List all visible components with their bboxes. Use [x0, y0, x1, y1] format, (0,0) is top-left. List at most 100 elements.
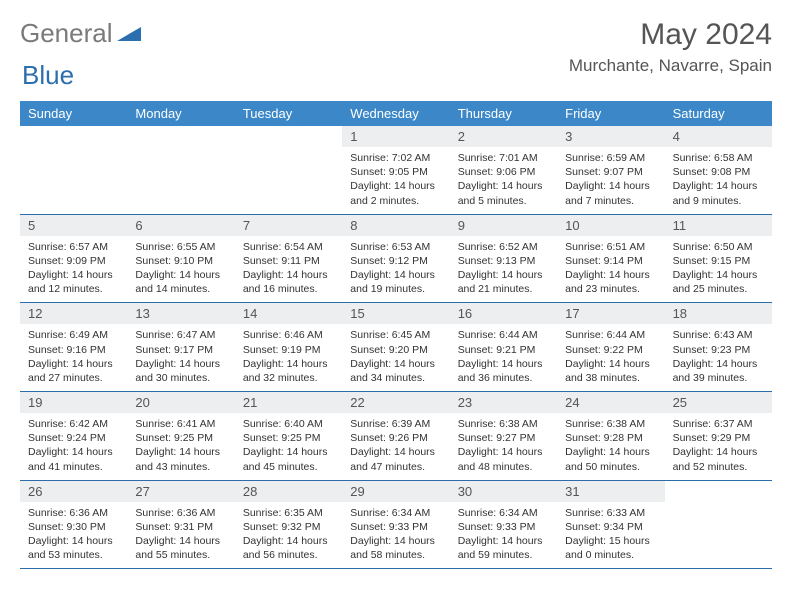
day-number: 20 [127, 392, 234, 413]
calendar-cell: 20Sunrise: 6:41 AMSunset: 9:25 PMDayligh… [127, 392, 234, 481]
day-details: Sunrise: 6:40 AMSunset: 9:25 PMDaylight:… [235, 413, 342, 480]
day-number: 18 [665, 303, 772, 324]
day-number: 16 [450, 303, 557, 324]
logo-triangle-icon [117, 25, 143, 43]
calendar-cell: 17Sunrise: 6:44 AMSunset: 9:22 PMDayligh… [557, 303, 664, 392]
day-details: Sunrise: 6:37 AMSunset: 9:29 PMDaylight:… [665, 413, 772, 480]
day-number: 21 [235, 392, 342, 413]
calendar-cell: 7Sunrise: 6:54 AMSunset: 9:11 PMDaylight… [235, 215, 342, 304]
day-number: 8 [342, 215, 449, 236]
day-number: 23 [450, 392, 557, 413]
day-number: 17 [557, 303, 664, 324]
day-details: Sunrise: 6:39 AMSunset: 9:26 PMDaylight:… [342, 413, 449, 480]
logo-text-blue: Blue [22, 60, 774, 91]
calendar-cell: 27Sunrise: 6:36 AMSunset: 9:31 PMDayligh… [127, 481, 234, 570]
logo-text-general: General [20, 18, 113, 49]
calendar-cell: 3Sunrise: 6:59 AMSunset: 9:07 PMDaylight… [557, 126, 664, 215]
weekday-header: Saturday [665, 101, 772, 126]
calendar-cell-empty [235, 126, 342, 215]
day-details: Sunrise: 6:36 AMSunset: 9:31 PMDaylight:… [127, 502, 234, 569]
calendar-cell: 13Sunrise: 6:47 AMSunset: 9:17 PMDayligh… [127, 303, 234, 392]
weekday-header: Monday [127, 101, 234, 126]
day-number: 10 [557, 215, 664, 236]
day-details: Sunrise: 6:45 AMSunset: 9:20 PMDaylight:… [342, 324, 449, 391]
day-number: 11 [665, 215, 772, 236]
day-details: Sunrise: 6:38 AMSunset: 9:27 PMDaylight:… [450, 413, 557, 480]
day-details: Sunrise: 6:54 AMSunset: 9:11 PMDaylight:… [235, 236, 342, 303]
weekday-header: Thursday [450, 101, 557, 126]
day-details: Sunrise: 7:01 AMSunset: 9:06 PMDaylight:… [450, 147, 557, 214]
day-details: Sunrise: 6:50 AMSunset: 9:15 PMDaylight:… [665, 236, 772, 303]
day-details: Sunrise: 6:58 AMSunset: 9:08 PMDaylight:… [665, 147, 772, 214]
calendar-cell: 4Sunrise: 6:58 AMSunset: 9:08 PMDaylight… [665, 126, 772, 215]
day-details: Sunrise: 6:38 AMSunset: 9:28 PMDaylight:… [557, 413, 664, 480]
calendar-cell: 21Sunrise: 6:40 AMSunset: 9:25 PMDayligh… [235, 392, 342, 481]
day-number: 31 [557, 481, 664, 502]
calendar-cell: 28Sunrise: 6:35 AMSunset: 9:32 PMDayligh… [235, 481, 342, 570]
weekday-header: Sunday [20, 101, 127, 126]
calendar-cell: 14Sunrise: 6:46 AMSunset: 9:19 PMDayligh… [235, 303, 342, 392]
calendar-cell: 1Sunrise: 7:02 AMSunset: 9:05 PMDaylight… [342, 126, 449, 215]
day-number: 22 [342, 392, 449, 413]
calendar-cell: 25Sunrise: 6:37 AMSunset: 9:29 PMDayligh… [665, 392, 772, 481]
calendar-cell: 16Sunrise: 6:44 AMSunset: 9:21 PMDayligh… [450, 303, 557, 392]
day-details: Sunrise: 6:55 AMSunset: 9:10 PMDaylight:… [127, 236, 234, 303]
calendar-cell: 2Sunrise: 7:01 AMSunset: 9:06 PMDaylight… [450, 126, 557, 215]
calendar-cell: 8Sunrise: 6:53 AMSunset: 9:12 PMDaylight… [342, 215, 449, 304]
day-number: 6 [127, 215, 234, 236]
day-details: Sunrise: 6:49 AMSunset: 9:16 PMDaylight:… [20, 324, 127, 391]
day-number: 26 [20, 481, 127, 502]
day-details: Sunrise: 6:52 AMSunset: 9:13 PMDaylight:… [450, 236, 557, 303]
day-details: Sunrise: 6:44 AMSunset: 9:22 PMDaylight:… [557, 324, 664, 391]
calendar-cell: 18Sunrise: 6:43 AMSunset: 9:23 PMDayligh… [665, 303, 772, 392]
calendar-cell-empty [665, 481, 772, 570]
day-number: 3 [557, 126, 664, 147]
day-number: 12 [20, 303, 127, 324]
calendar-cell-empty [20, 126, 127, 215]
day-details: Sunrise: 6:44 AMSunset: 9:21 PMDaylight:… [450, 324, 557, 391]
day-number: 9 [450, 215, 557, 236]
calendar-cell: 11Sunrise: 6:50 AMSunset: 9:15 PMDayligh… [665, 215, 772, 304]
day-number: 5 [20, 215, 127, 236]
calendar-cell: 23Sunrise: 6:38 AMSunset: 9:27 PMDayligh… [450, 392, 557, 481]
calendar-header-row: SundayMondayTuesdayWednesdayThursdayFrid… [20, 101, 772, 126]
day-number: 28 [235, 481, 342, 502]
day-number: 2 [450, 126, 557, 147]
day-details: Sunrise: 6:57 AMSunset: 9:09 PMDaylight:… [20, 236, 127, 303]
day-number: 29 [342, 481, 449, 502]
day-details: Sunrise: 6:53 AMSunset: 9:12 PMDaylight:… [342, 236, 449, 303]
day-number: 15 [342, 303, 449, 324]
day-number: 4 [665, 126, 772, 147]
day-details: Sunrise: 6:34 AMSunset: 9:33 PMDaylight:… [450, 502, 557, 569]
day-details: Sunrise: 6:59 AMSunset: 9:07 PMDaylight:… [557, 147, 664, 214]
calendar-cell: 12Sunrise: 6:49 AMSunset: 9:16 PMDayligh… [20, 303, 127, 392]
weekday-header: Friday [557, 101, 664, 126]
day-details: Sunrise: 6:35 AMSunset: 9:32 PMDaylight:… [235, 502, 342, 569]
day-number: 14 [235, 303, 342, 324]
weekday-header: Tuesday [235, 101, 342, 126]
day-number: 19 [20, 392, 127, 413]
calendar-cell: 24Sunrise: 6:38 AMSunset: 9:28 PMDayligh… [557, 392, 664, 481]
day-details: Sunrise: 6:34 AMSunset: 9:33 PMDaylight:… [342, 502, 449, 569]
day-details: Sunrise: 6:33 AMSunset: 9:34 PMDaylight:… [557, 502, 664, 569]
calendar-cell: 19Sunrise: 6:42 AMSunset: 9:24 PMDayligh… [20, 392, 127, 481]
calendar-body: 1Sunrise: 7:02 AMSunset: 9:05 PMDaylight… [20, 126, 772, 569]
calendar-cell: 9Sunrise: 6:52 AMSunset: 9:13 PMDaylight… [450, 215, 557, 304]
logo: General [20, 18, 143, 49]
day-details: Sunrise: 6:51 AMSunset: 9:14 PMDaylight:… [557, 236, 664, 303]
day-details: Sunrise: 6:43 AMSunset: 9:23 PMDaylight:… [665, 324, 772, 391]
day-number: 30 [450, 481, 557, 502]
day-number: 27 [127, 481, 234, 502]
day-number: 24 [557, 392, 664, 413]
calendar-cell: 6Sunrise: 6:55 AMSunset: 9:10 PMDaylight… [127, 215, 234, 304]
day-details: Sunrise: 6:42 AMSunset: 9:24 PMDaylight:… [20, 413, 127, 480]
calendar-cell: 31Sunrise: 6:33 AMSunset: 9:34 PMDayligh… [557, 481, 664, 570]
day-details: Sunrise: 7:02 AMSunset: 9:05 PMDaylight:… [342, 147, 449, 214]
calendar-cell: 26Sunrise: 6:36 AMSunset: 9:30 PMDayligh… [20, 481, 127, 570]
weekday-header: Wednesday [342, 101, 449, 126]
day-number: 25 [665, 392, 772, 413]
day-details: Sunrise: 6:36 AMSunset: 9:30 PMDaylight:… [20, 502, 127, 569]
calendar-cell: 10Sunrise: 6:51 AMSunset: 9:14 PMDayligh… [557, 215, 664, 304]
calendar-cell-empty [127, 126, 234, 215]
calendar-cell: 22Sunrise: 6:39 AMSunset: 9:26 PMDayligh… [342, 392, 449, 481]
